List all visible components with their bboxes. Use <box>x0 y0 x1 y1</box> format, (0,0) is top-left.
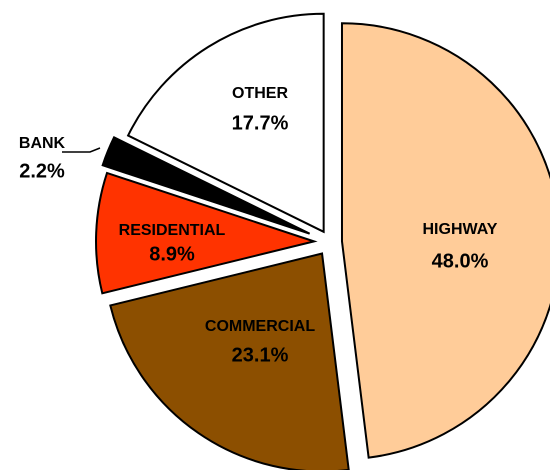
slice-label: OTHER <box>232 85 288 102</box>
slice-label: RESIDENTIAL <box>119 222 226 239</box>
slice-percent: 8.9% <box>149 243 195 265</box>
pie-slice <box>126 12 325 234</box>
slice-percent: 17.7% <box>232 112 289 134</box>
pie-slice <box>109 252 350 470</box>
slice-label: BANK <box>19 135 66 152</box>
slice-percent: 23.1% <box>232 344 289 366</box>
slice-label: COMMERCIAL <box>205 318 315 335</box>
slice-percent: 2.2% <box>19 160 65 182</box>
slice-label: HIGHWAY <box>423 221 498 238</box>
pie-slice <box>101 136 311 235</box>
leader-line <box>62 147 101 153</box>
slice-percent: 48.0% <box>432 250 489 272</box>
pie-slice <box>340 22 550 459</box>
pie-slice <box>95 171 318 295</box>
